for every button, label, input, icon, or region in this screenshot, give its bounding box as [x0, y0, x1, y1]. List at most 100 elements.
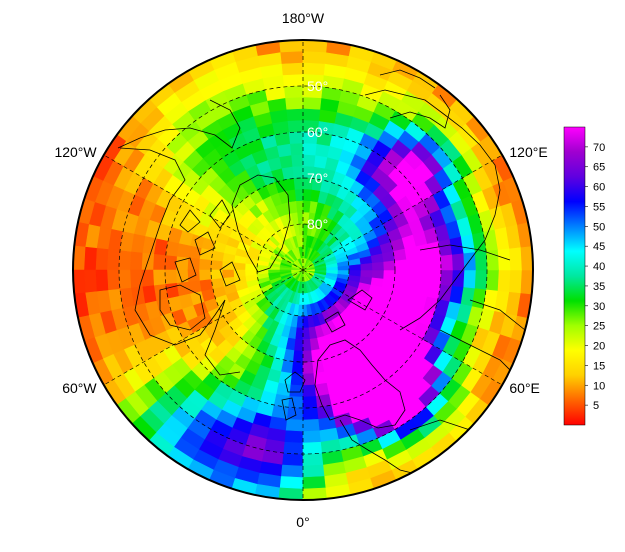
data-cell — [288, 395, 304, 409]
data-cell — [281, 359, 294, 374]
latitude-label: 50° — [307, 78, 328, 94]
data-cell — [297, 303, 304, 317]
data-cell — [284, 429, 304, 443]
data-field — [73, 40, 533, 500]
data-cell — [302, 51, 327, 65]
graticule — [103, 40, 503, 500]
data-cell — [284, 97, 304, 111]
data-cell — [84, 246, 98, 271]
data-cell — [296, 315, 304, 328]
data-cell — [199, 258, 212, 271]
data-cell — [302, 349, 313, 363]
colorbar-tick-label: 20 — [593, 341, 605, 353]
data-cell — [283, 441, 304, 455]
data-cell — [118, 269, 132, 290]
data-cell — [279, 475, 304, 489]
latitude-circle-60 — [164, 131, 442, 409]
data-cell — [371, 269, 384, 279]
data-cell — [302, 464, 325, 478]
meridian-line — [302, 269, 503, 386]
data-cell — [233, 262, 247, 271]
data-cell — [302, 418, 321, 432]
data-cell — [428, 255, 442, 271]
colorbar-gradient — [564, 127, 585, 425]
data-cell — [188, 245, 203, 260]
data-cell — [428, 269, 442, 285]
data-cell — [405, 269, 419, 283]
data-cell — [210, 260, 224, 271]
longitude-label: 0° — [296, 514, 309, 530]
data-cell — [285, 108, 304, 122]
data-cell — [497, 269, 511, 292]
data-cell — [302, 143, 317, 156]
data-cell — [287, 406, 304, 420]
latitude-label: 60° — [307, 124, 328, 140]
data-cell — [415, 281, 430, 297]
data-cell — [439, 269, 453, 286]
data-cell — [451, 269, 465, 288]
data-cell — [289, 143, 304, 156]
data-cell — [294, 338, 304, 351]
data-cell — [302, 406, 319, 420]
data-cell — [288, 131, 304, 145]
data-cell — [403, 280, 418, 295]
data-cell — [382, 269, 396, 280]
colorbar-tick-label: 25 — [593, 321, 605, 333]
data-cell — [281, 464, 304, 478]
data-cell — [302, 372, 316, 386]
data-cell — [485, 269, 499, 291]
map-boundary — [72, 39, 534, 501]
data-cell — [302, 384, 317, 397]
colorbar-tick-label: 50 — [593, 221, 605, 233]
data-cell — [291, 361, 304, 374]
data-cell — [313, 155, 328, 170]
data-cell — [283, 85, 304, 99]
colorbar-tick-label: 10 — [593, 380, 605, 392]
data-cell — [290, 154, 304, 168]
colorbar-tick-label: 40 — [593, 261, 605, 273]
data-cell — [293, 349, 304, 363]
longitude-label: 120°W — [54, 144, 97, 160]
data-cell — [302, 200, 311, 214]
latitude-circle-70 — [210, 177, 396, 363]
data-cell — [291, 166, 304, 179]
data-cell — [95, 248, 109, 271]
colorbar-tick-label: 5 — [593, 400, 599, 412]
data-cell — [130, 269, 144, 289]
data-cell — [118, 250, 132, 271]
data-cell — [210, 269, 224, 280]
data-cell — [107, 249, 121, 271]
data-cell — [302, 97, 322, 111]
data-cell — [394, 269, 407, 282]
data-cell — [176, 243, 191, 259]
data-cell — [302, 429, 322, 443]
longitude-label: 60°W — [62, 380, 97, 396]
data-cell — [462, 269, 476, 289]
data-cell — [279, 51, 304, 65]
data-cell — [153, 269, 167, 286]
colorbar-tick-label: 55 — [593, 201, 605, 213]
data-cell — [417, 256, 430, 271]
latitude-labels: 50° 60° 70° 80° — [307, 78, 328, 232]
data-cell — [302, 475, 327, 489]
data-cell — [282, 452, 304, 466]
meridian-line — [302, 154, 503, 271]
longitude-label: 180°W — [282, 10, 325, 26]
data-cell — [290, 372, 304, 386]
colorbar-tick-label: 15 — [593, 360, 605, 372]
data-cell — [84, 269, 98, 294]
data-cell — [508, 269, 522, 294]
colorbar-tick-label: 35 — [593, 281, 605, 293]
data-cell — [302, 395, 318, 409]
data-cell — [451, 252, 465, 271]
data-cell — [394, 258, 407, 271]
colorbar: 5 10 15 20 25 30 35 40 45 50 55 60 65 70 — [563, 126, 605, 426]
data-cell — [130, 251, 144, 271]
colorbar-tick-label: 70 — [593, 142, 605, 154]
data-cell — [285, 418, 304, 432]
data-cell — [164, 269, 178, 285]
colorbar-tick-label: 60 — [593, 182, 605, 194]
data-cell — [107, 269, 121, 291]
colorbar-tick-label: 45 — [593, 241, 605, 253]
data-cell — [348, 269, 361, 277]
